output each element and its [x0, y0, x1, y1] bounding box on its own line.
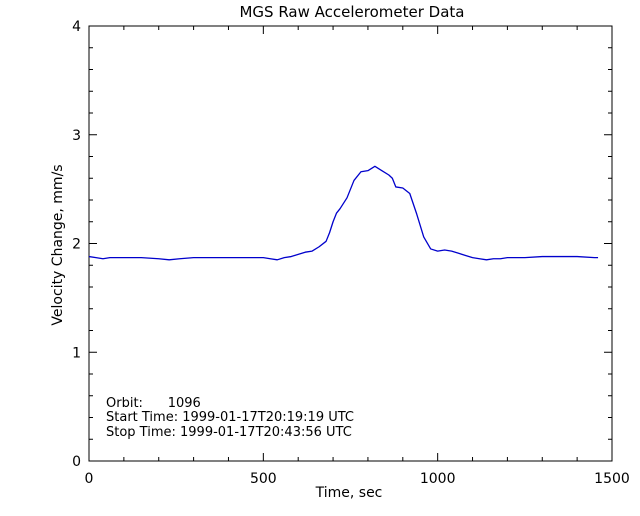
orbit-annotation: Orbit: 1096 — [106, 396, 201, 411]
x-axis-label: Time, sec — [315, 485, 383, 501]
y-tick-label: 3 — [72, 128, 81, 144]
series-line-0 — [88, 165, 599, 261]
x-tick-label: 1500 — [594, 471, 630, 487]
start-time-annotation: Start Time: 1999-01-17T20:19:19 UTC — [106, 410, 354, 425]
stop-time-annotation: Stop Time: 1999-01-17T20:43:56 UTC — [106, 425, 352, 440]
chart-title: MGS Raw Accelerometer Data — [239, 3, 464, 21]
run-info-annotations: Orbit: 1096 Start Time: 1999-01-17T20:19… — [106, 396, 354, 440]
x-tick-label: 500 — [250, 471, 277, 487]
y-tick-label: 1 — [72, 345, 81, 361]
x-tick-label: 1000 — [420, 471, 456, 487]
y-tick-label: 2 — [72, 237, 81, 253]
y-tick-label: 0 — [72, 454, 81, 470]
x-tick-label: 0 — [85, 471, 94, 487]
y-tick-label: 4 — [72, 19, 81, 35]
y-axis-label: Velocity Change, mm/s — [50, 164, 66, 325]
